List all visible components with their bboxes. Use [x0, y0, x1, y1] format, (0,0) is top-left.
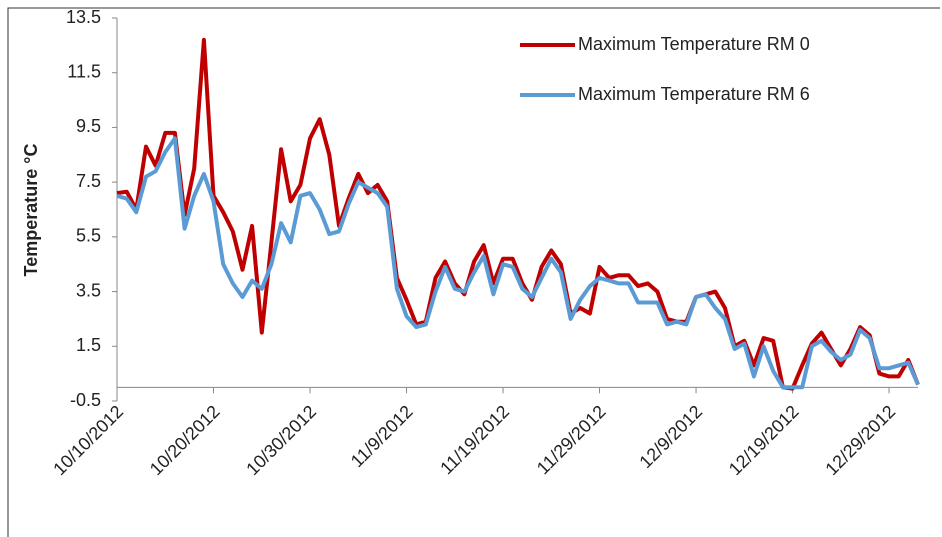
- x-tick-label: 12/29/2012: [821, 401, 899, 479]
- x-tick-label: 11/29/2012: [533, 401, 610, 478]
- x-tick-label: 12/19/2012: [725, 401, 803, 479]
- y-tick-label: -0.5: [70, 390, 101, 410]
- x-tick-label: 11/19/2012: [436, 401, 513, 478]
- x-tick-label: 12/9/2012: [635, 401, 706, 472]
- y-tick-label: 1.5: [76, 335, 101, 355]
- x-tick-label: 11/9/2012: [347, 401, 417, 471]
- legend-label: Maximum Temperature RM 6: [578, 84, 810, 104]
- frame: [7, 7, 940, 537]
- y-tick-label: 3.5: [76, 280, 101, 300]
- y-tick-label: 9.5: [76, 116, 101, 136]
- y-tick-label: 7.5: [76, 171, 101, 191]
- y-tick-label: 13.5: [66, 7, 101, 27]
- x-tick-label: 10/20/2012: [146, 401, 224, 479]
- x-tick-label: 10/10/2012: [49, 401, 127, 479]
- y-tick-label: 11.5: [67, 61, 101, 81]
- y-axis-label: Temperature °C: [21, 144, 41, 277]
- x-tick-label: 10/30/2012: [242, 401, 320, 479]
- y-tick-label: 5.5: [76, 226, 101, 246]
- line-series: [116, 136, 920, 390]
- legend-label: Maximum Temperature RM 0: [578, 34, 810, 54]
